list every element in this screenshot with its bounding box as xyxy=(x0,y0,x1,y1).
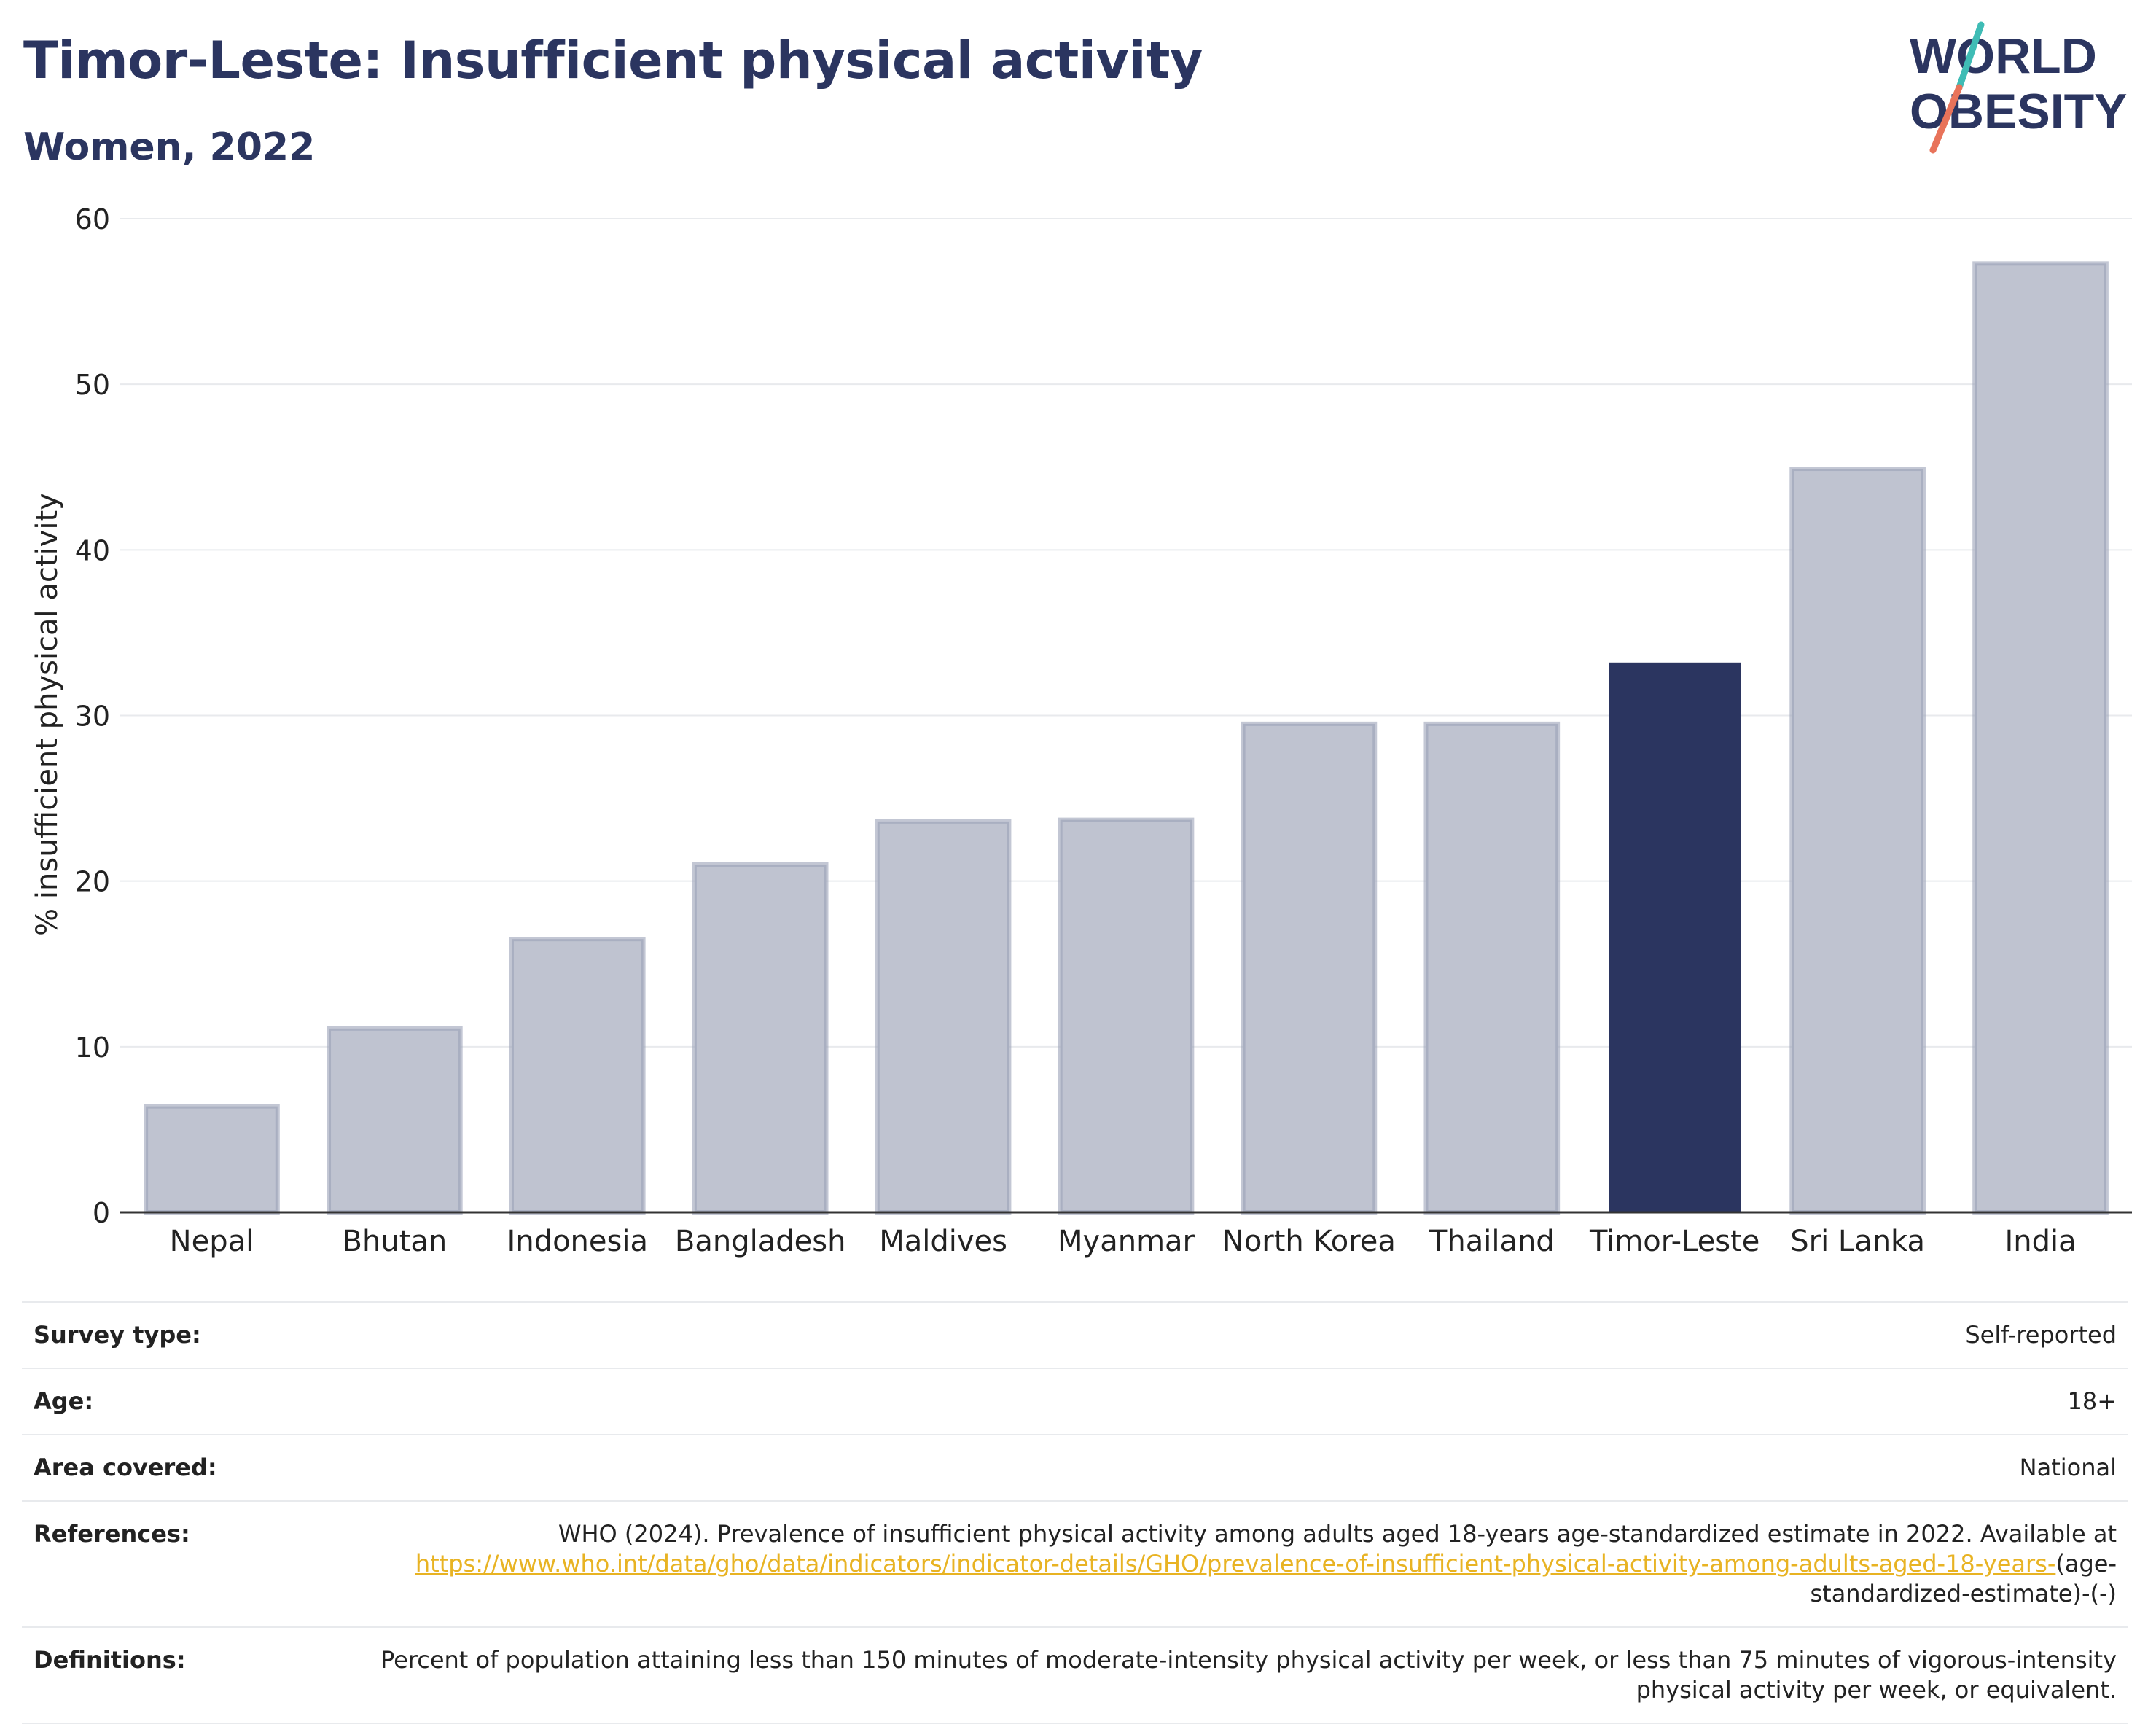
x-tick-label: Maldives xyxy=(879,1225,1007,1258)
details-row-survey-type: Survey type: Self-reported xyxy=(22,1301,2128,1368)
details-row-area: Area covered: National xyxy=(22,1434,2128,1500)
world-obesity-logo: WORLD OBESITY xyxy=(1910,21,2128,154)
axis-layer: 0 10 20 30 40 50 60 Nepal Bhutan Indonesia Banglad… xyxy=(75,203,2132,1258)
page-subtitle: Women, 2022 xyxy=(23,125,316,169)
definitions-label: Definitions: xyxy=(34,1646,186,1674)
references-label: References: xyxy=(34,1520,190,1548)
bar-bhutan xyxy=(327,1026,463,1214)
definitions-value: Percent of population attaining less tha… xyxy=(380,1646,2117,1704)
y-tick-label: 60 xyxy=(75,203,110,235)
bar-maldives xyxy=(875,819,1012,1215)
x-tick-label: Sri Lanka xyxy=(1790,1225,1925,1258)
logo-slash-teal xyxy=(1956,21,1985,91)
x-tick-label: Bhutan xyxy=(343,1225,448,1258)
references-link[interactable]: https://www.who.int/data/gho/data/indica… xyxy=(415,1550,2056,1578)
bar-myanmar xyxy=(1058,817,1195,1214)
bar-bangladesh xyxy=(692,862,829,1214)
details-table: Survey type: Self-reported Age: 18+ Area… xyxy=(22,1301,2128,1724)
details-row-definitions: Definitions: Percent of population attai… xyxy=(22,1626,2128,1724)
logo-slash-coral xyxy=(1929,84,1963,154)
x-tick-label: Timor-Leste xyxy=(1589,1225,1759,1258)
bar-layer xyxy=(144,261,2109,1215)
area-label: Area covered: xyxy=(34,1454,217,1481)
x-tick-label: Indonesia xyxy=(507,1225,648,1258)
bar-sri-lanka xyxy=(1789,467,1926,1214)
y-axis-label: % insufficient physical activity xyxy=(31,493,64,936)
y-tick-label: 0 xyxy=(93,1197,110,1229)
bar-north-korea xyxy=(1241,721,1378,1214)
y-tick-label: 30 xyxy=(75,701,110,733)
x-tick-label: India xyxy=(2004,1225,2076,1258)
bar-india xyxy=(1972,261,2109,1215)
logo-line1: WORLD xyxy=(1910,28,2097,84)
x-tick-label: Bangladesh xyxy=(675,1225,846,1258)
y-tick-label: 20 xyxy=(75,866,110,898)
y-tick-label: 40 xyxy=(75,534,110,566)
bar-indonesia xyxy=(509,937,646,1215)
age-value: 18+ xyxy=(2067,1387,2117,1415)
survey-type-label: Survey type: xyxy=(34,1321,201,1349)
y-tick-label: 50 xyxy=(75,369,110,401)
references-suffix: (age-standardized-estimate)-(-) xyxy=(1810,1550,2117,1607)
references-value: WHO (2024). Prevalence of insufficient p… xyxy=(340,1519,2117,1609)
survey-type-value: Self-reported xyxy=(1965,1321,2117,1349)
bar-timor-leste xyxy=(1609,662,1741,1212)
area-value: National xyxy=(2019,1454,2117,1481)
details-row-age: Age: 18+ xyxy=(22,1368,2128,1434)
age-label: Age: xyxy=(34,1387,94,1415)
y-tick-label: 10 xyxy=(75,1032,110,1064)
bar-thailand xyxy=(1423,721,1561,1214)
x-tick-label: North Korea xyxy=(1222,1225,1396,1258)
x-tick-label: Myanmar xyxy=(1058,1225,1195,1258)
x-tick-label: Nepal xyxy=(170,1225,254,1258)
details-row-references: References: WHO (2024). Prevalence of in… xyxy=(22,1500,2128,1626)
references-text: WHO (2024). Prevalence of insufficient p… xyxy=(558,1520,2117,1548)
page-title: Timor-Leste: Insufficient physical activ… xyxy=(23,31,1203,90)
x-tick-label: Thailand xyxy=(1429,1225,1555,1258)
bar-chart: 0 10 20 30 40 50 60 Nepal Bhutan Indonesia Banglad… xyxy=(31,203,2132,1258)
bar-nepal xyxy=(144,1104,280,1214)
